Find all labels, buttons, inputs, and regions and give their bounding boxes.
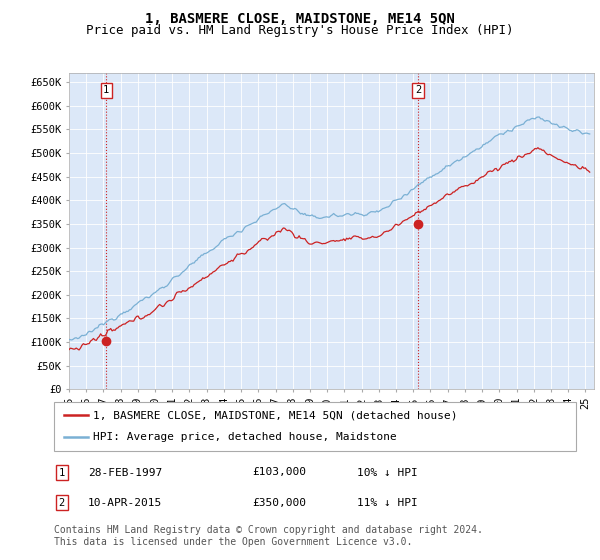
- Text: 2: 2: [59, 498, 65, 508]
- FancyBboxPatch shape: [54, 402, 576, 451]
- Text: 1: 1: [103, 85, 109, 95]
- Text: 11% ↓ HPI: 11% ↓ HPI: [357, 498, 418, 508]
- Text: Contains HM Land Registry data © Crown copyright and database right 2024.
This d: Contains HM Land Registry data © Crown c…: [54, 525, 483, 547]
- Text: 1, BASMERE CLOSE, MAIDSTONE, ME14 5QN: 1, BASMERE CLOSE, MAIDSTONE, ME14 5QN: [145, 12, 455, 26]
- Text: HPI: Average price, detached house, Maidstone: HPI: Average price, detached house, Maid…: [93, 432, 397, 442]
- Text: Price paid vs. HM Land Registry's House Price Index (HPI): Price paid vs. HM Land Registry's House …: [86, 24, 514, 37]
- Text: 2: 2: [415, 85, 421, 95]
- Text: £350,000: £350,000: [253, 498, 307, 508]
- Text: 1, BASMERE CLOSE, MAIDSTONE, ME14 5QN (detached house): 1, BASMERE CLOSE, MAIDSTONE, ME14 5QN (d…: [93, 410, 458, 421]
- Text: 10% ↓ HPI: 10% ↓ HPI: [357, 468, 418, 478]
- Text: 10-APR-2015: 10-APR-2015: [88, 498, 162, 508]
- Text: £103,000: £103,000: [253, 468, 307, 478]
- Text: 28-FEB-1997: 28-FEB-1997: [88, 468, 162, 478]
- Text: 1: 1: [59, 468, 65, 478]
